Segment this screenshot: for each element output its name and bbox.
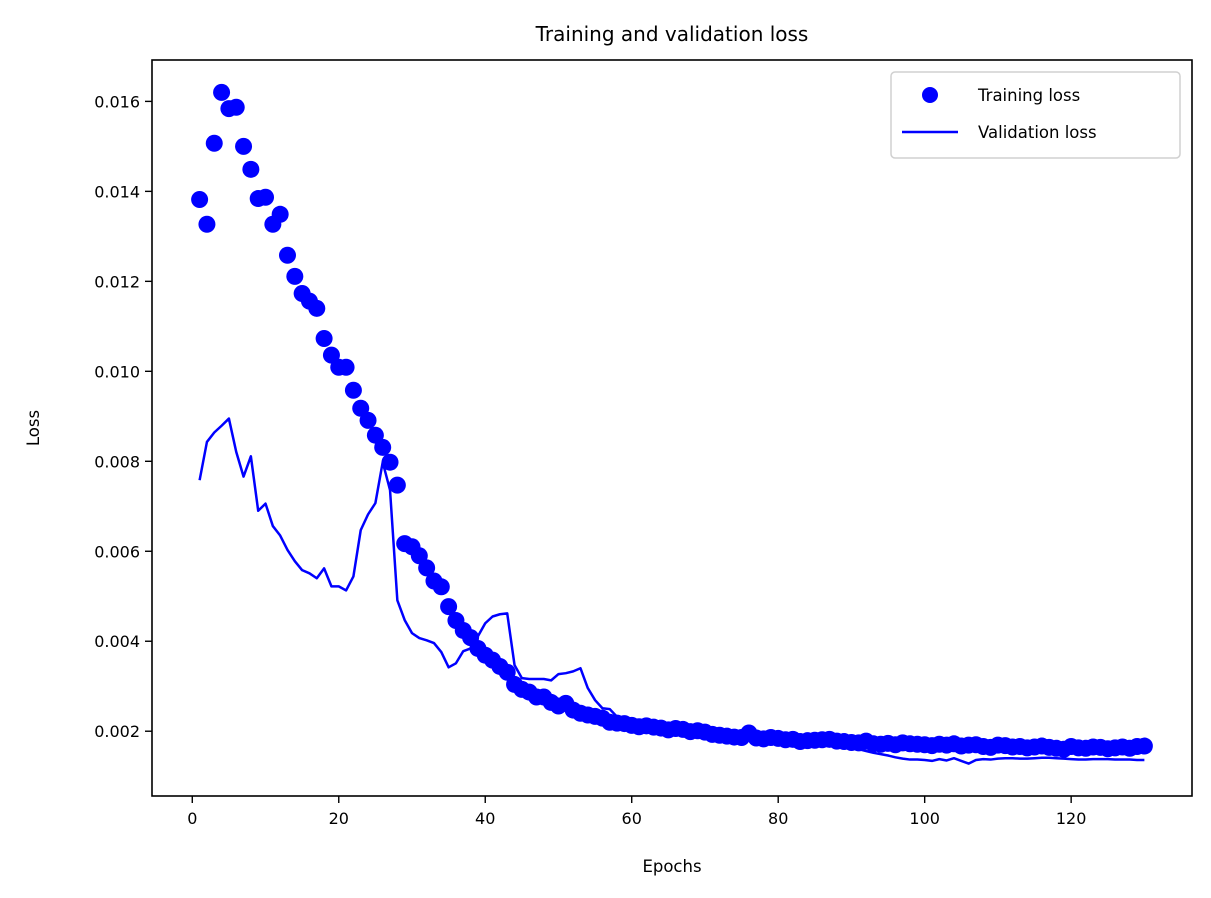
training-loss-point <box>388 476 406 494</box>
training-loss-point <box>374 438 392 456</box>
plot-frame <box>151 59 1193 797</box>
x-tick-label: 80 <box>768 809 788 828</box>
y-tick-label: 0.006 <box>94 542 140 561</box>
training-loss-point <box>337 358 355 376</box>
x-tick-label: 100 <box>909 809 940 828</box>
chart-title: Training and validation loss <box>535 22 809 46</box>
legend-label-validation: Validation loss <box>978 123 1097 142</box>
training-loss-point <box>1135 737 1153 755</box>
training-loss-point <box>235 137 253 155</box>
x-axis: 0 20 40 60 80 100 120 <box>187 796 1086 828</box>
y-tick-label: 0.004 <box>94 632 140 651</box>
legend: Training loss Validation loss <box>890 71 1181 159</box>
x-tick-label: 0 <box>187 809 197 828</box>
training-loss-point <box>213 83 231 101</box>
training-loss-point <box>381 453 399 471</box>
y-tick-label: 0.008 <box>94 452 140 471</box>
training-loss-point <box>418 559 436 577</box>
y-tick-label: 0.010 <box>94 362 140 381</box>
training-loss-point <box>191 190 209 208</box>
y-tick-label: 0.014 <box>94 182 140 201</box>
legend-box <box>890 71 1181 159</box>
training-loss-point <box>359 411 377 429</box>
legend-marker-training <box>922 87 938 103</box>
y-tick-label: 0.012 <box>94 272 140 291</box>
y-axis-label: Loss <box>24 410 43 446</box>
training-loss-point <box>308 299 326 317</box>
y-axis: 0.002 0.004 0.006 0.008 0.010 0.012 0.014 0.016 <box>94 92 152 741</box>
training-loss-point <box>227 98 245 116</box>
training-loss-point <box>286 267 304 285</box>
training-loss-point <box>205 134 223 152</box>
x-tick-label: 40 <box>475 809 495 828</box>
plot-area <box>191 83 1153 765</box>
x-axis-label: Epochs <box>642 857 701 876</box>
y-tick-label: 0.016 <box>94 92 140 111</box>
legend-label-training: Training loss <box>977 86 1080 105</box>
training-loss-point <box>315 329 333 347</box>
x-tick-label: 120 <box>1056 809 1087 828</box>
x-tick-label: 60 <box>622 809 642 828</box>
training-loss-point <box>271 205 289 223</box>
training-loss-point <box>344 381 362 399</box>
training-series <box>191 83 1153 758</box>
training-loss-point <box>278 246 296 264</box>
training-loss-point <box>242 160 260 178</box>
training-loss-point <box>257 188 275 206</box>
training-loss-point <box>432 578 450 596</box>
training-loss-point <box>440 598 458 616</box>
y-tick-label: 0.002 <box>94 722 140 741</box>
x-tick-label: 20 <box>329 809 349 828</box>
training-loss-point <box>198 215 216 233</box>
